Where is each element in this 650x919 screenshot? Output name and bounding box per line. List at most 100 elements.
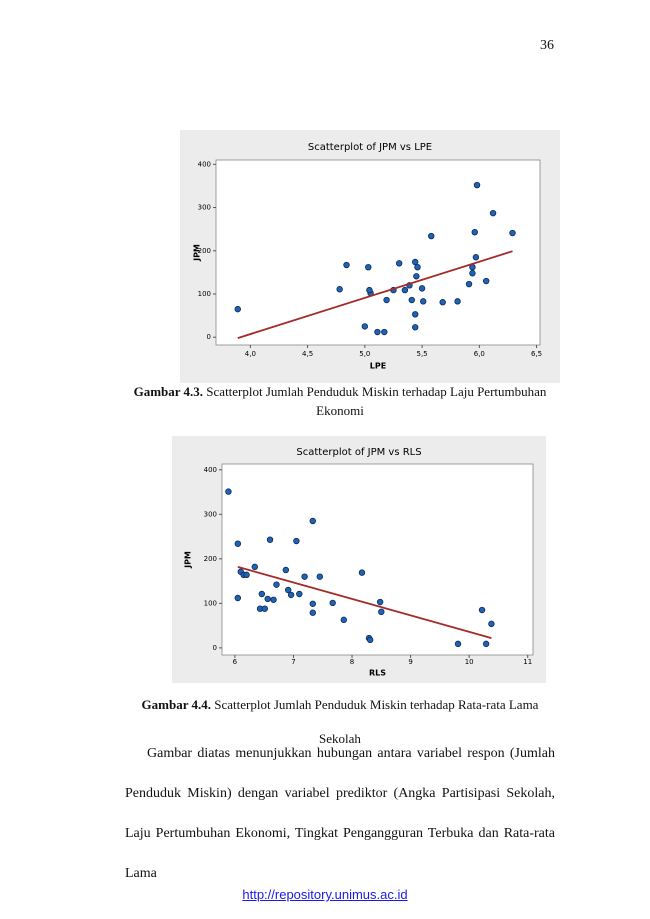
x-tick-label: 4,5 <box>302 350 313 358</box>
x-tick-label: 6 <box>233 658 238 666</box>
point <box>378 608 385 616</box>
point <box>336 286 343 293</box>
point <box>251 563 258 571</box>
x-tick-label: 8 <box>350 658 354 666</box>
point <box>234 594 242 602</box>
x-axis-label: RLS <box>369 669 386 678</box>
chart: Scatterplot of JPM vs LPE LPE JPM 4,0 4,5 5,0… <box>180 130 560 383</box>
y-tick-label: 200 <box>204 555 217 563</box>
plot-area <box>221 463 534 656</box>
point <box>343 261 350 269</box>
point <box>374 328 381 336</box>
point <box>428 232 435 240</box>
point <box>282 566 290 574</box>
page-number: 36 <box>540 38 554 53</box>
point <box>361 323 369 330</box>
point <box>264 595 271 603</box>
point <box>473 181 481 189</box>
footer-link[interactable]: http://repository.unimus.ac.id <box>242 887 408 902</box>
x-tick-label: 6,0 <box>474 350 485 358</box>
point <box>482 640 490 648</box>
point <box>340 616 348 624</box>
caption-label: Gambar 4.3. <box>133 384 204 399</box>
point <box>412 324 419 331</box>
point <box>309 600 316 607</box>
point <box>412 258 419 266</box>
point <box>309 517 316 525</box>
point <box>358 569 366 576</box>
x-tick-label: 5,5 <box>417 350 428 358</box>
y-tick-label: 0 <box>213 644 217 652</box>
point <box>309 609 316 616</box>
x-tick-label: 5,0 <box>359 350 370 358</box>
point <box>454 640 462 648</box>
x-tick-label: 11 <box>523 658 532 666</box>
point <box>383 296 390 304</box>
point <box>413 273 420 280</box>
point <box>365 263 372 271</box>
point <box>482 277 490 285</box>
y-axis-label: JPM <box>184 551 193 569</box>
point <box>316 573 324 580</box>
x-axis-label: LPE <box>370 362 386 371</box>
point <box>412 311 419 318</box>
point <box>509 229 516 237</box>
point <box>293 537 300 545</box>
point <box>489 209 497 217</box>
y-axis-label: JPM <box>193 244 202 262</box>
plot-area <box>215 159 541 346</box>
point <box>381 328 388 336</box>
point <box>366 286 373 294</box>
chart: Scatterplot of JPM vs RLS RLS JPM 6 7 8 9 10 11 0… <box>172 436 546 683</box>
point <box>225 488 232 495</box>
point <box>301 573 308 580</box>
point <box>395 260 403 267</box>
x-tick-label: 4,0 <box>245 350 256 358</box>
y-tick-label: 200 <box>198 247 211 255</box>
paragraph: Gambar diatas menunjukkan hubungan antar… <box>125 746 555 881</box>
y-tick-label: 300 <box>198 204 211 212</box>
point <box>488 620 495 628</box>
point <box>270 596 277 603</box>
y-tick-label: 100 <box>198 290 211 298</box>
caption: Gambar 4.4. Scatterplot Jumlah Penduduk … <box>125 688 555 756</box>
y-tick-label: 0 <box>207 333 211 341</box>
point <box>243 571 250 579</box>
point <box>439 299 446 306</box>
x-tick-label: 7 <box>291 658 295 666</box>
point <box>296 590 303 598</box>
y-tick-label: 400 <box>198 160 211 168</box>
point <box>234 540 242 547</box>
point <box>472 254 480 261</box>
point <box>401 286 409 294</box>
caption: Gambar 4.3. Scatterplot Jumlah Penduduk … <box>125 382 555 420</box>
point <box>469 270 476 277</box>
point <box>261 605 268 612</box>
point <box>329 599 336 607</box>
point <box>287 591 295 599</box>
point <box>420 298 427 305</box>
point <box>408 296 415 304</box>
fit-line <box>237 250 513 339</box>
chart-title: Scatterplot of JPM vs LPE <box>308 142 432 153</box>
caption-text: Scatterplot Jumlah Penduduk Miskin terha… <box>214 697 539 746</box>
point <box>376 598 384 606</box>
point <box>366 636 374 644</box>
point <box>471 228 478 236</box>
point <box>454 298 461 305</box>
point <box>414 263 421 271</box>
y-tick-label: 400 <box>204 466 217 474</box>
point <box>273 581 280 588</box>
caption-text: Scatterplot Jumlah Penduduk Miskin terha… <box>206 384 547 418</box>
point <box>234 305 241 313</box>
fit-line <box>237 565 492 639</box>
x-tick-label: 10 <box>465 658 474 666</box>
y-tick-label: 100 <box>204 599 217 607</box>
point <box>266 536 274 543</box>
x-tick-label: 6,5 <box>531 350 542 358</box>
x-tick-label: 9 <box>408 658 412 666</box>
point <box>284 586 292 594</box>
point <box>258 590 266 598</box>
point <box>418 285 426 292</box>
